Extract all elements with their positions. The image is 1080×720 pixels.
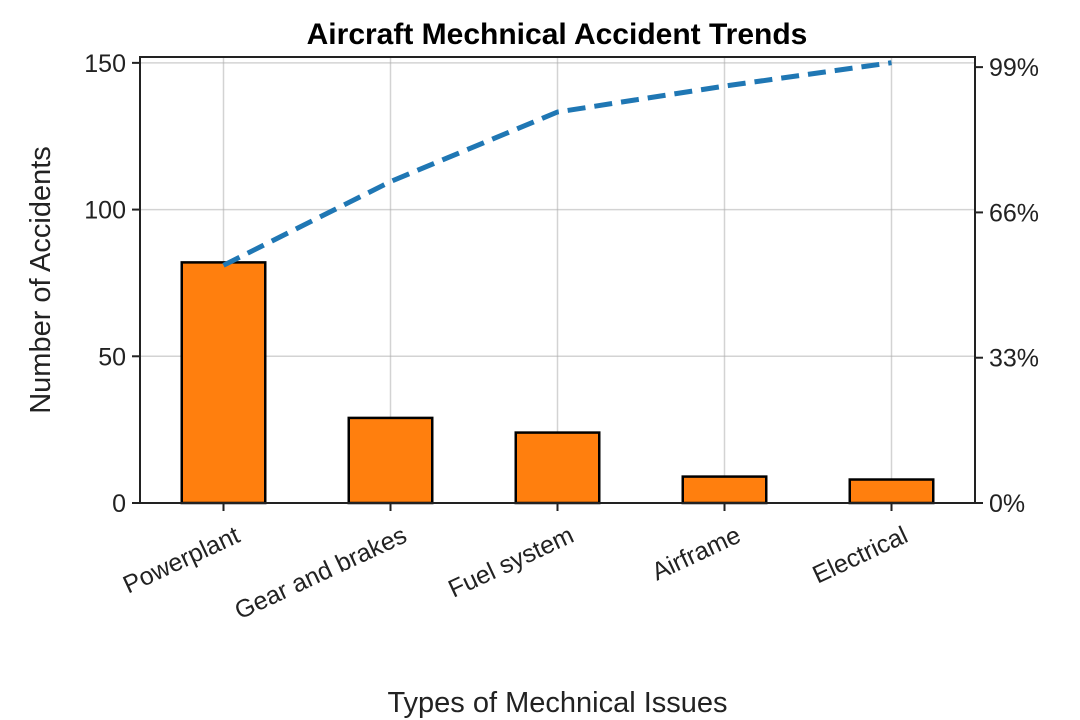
y-tick-label: 0 bbox=[112, 490, 126, 518]
cumulative-percentage-line bbox=[222, 60, 892, 268]
bars bbox=[180, 261, 935, 505]
x-axis-label: Types of Mechnical Issues bbox=[387, 687, 727, 719]
y-tick-label: 150 bbox=[84, 50, 126, 78]
x-tick-label: Gear and brakes bbox=[230, 521, 411, 625]
x-tick-label: Fuel system bbox=[444, 521, 578, 603]
y-tick-label: 50 bbox=[98, 343, 126, 371]
bar bbox=[514, 431, 601, 505]
bar bbox=[681, 475, 768, 505]
y2-tick-label: 66% bbox=[989, 199, 1039, 227]
y2-tick-label: 33% bbox=[989, 345, 1039, 373]
x-tick-label: Airframe bbox=[648, 521, 745, 586]
bar bbox=[347, 416, 434, 505]
y2-tick-label: 0% bbox=[989, 490, 1025, 518]
x-tick-label: Electrical bbox=[808, 521, 912, 589]
y-tick-label: 100 bbox=[84, 197, 126, 225]
chart-title: Aircraft Mechnical Accident Trends bbox=[307, 18, 808, 51]
bar bbox=[180, 261, 267, 505]
y-axis-label: Number of Accidents bbox=[25, 146, 57, 414]
bar bbox=[848, 478, 935, 505]
x-tick-label: Powerplant bbox=[119, 521, 244, 599]
y2-tick-label: 99% bbox=[989, 54, 1039, 82]
